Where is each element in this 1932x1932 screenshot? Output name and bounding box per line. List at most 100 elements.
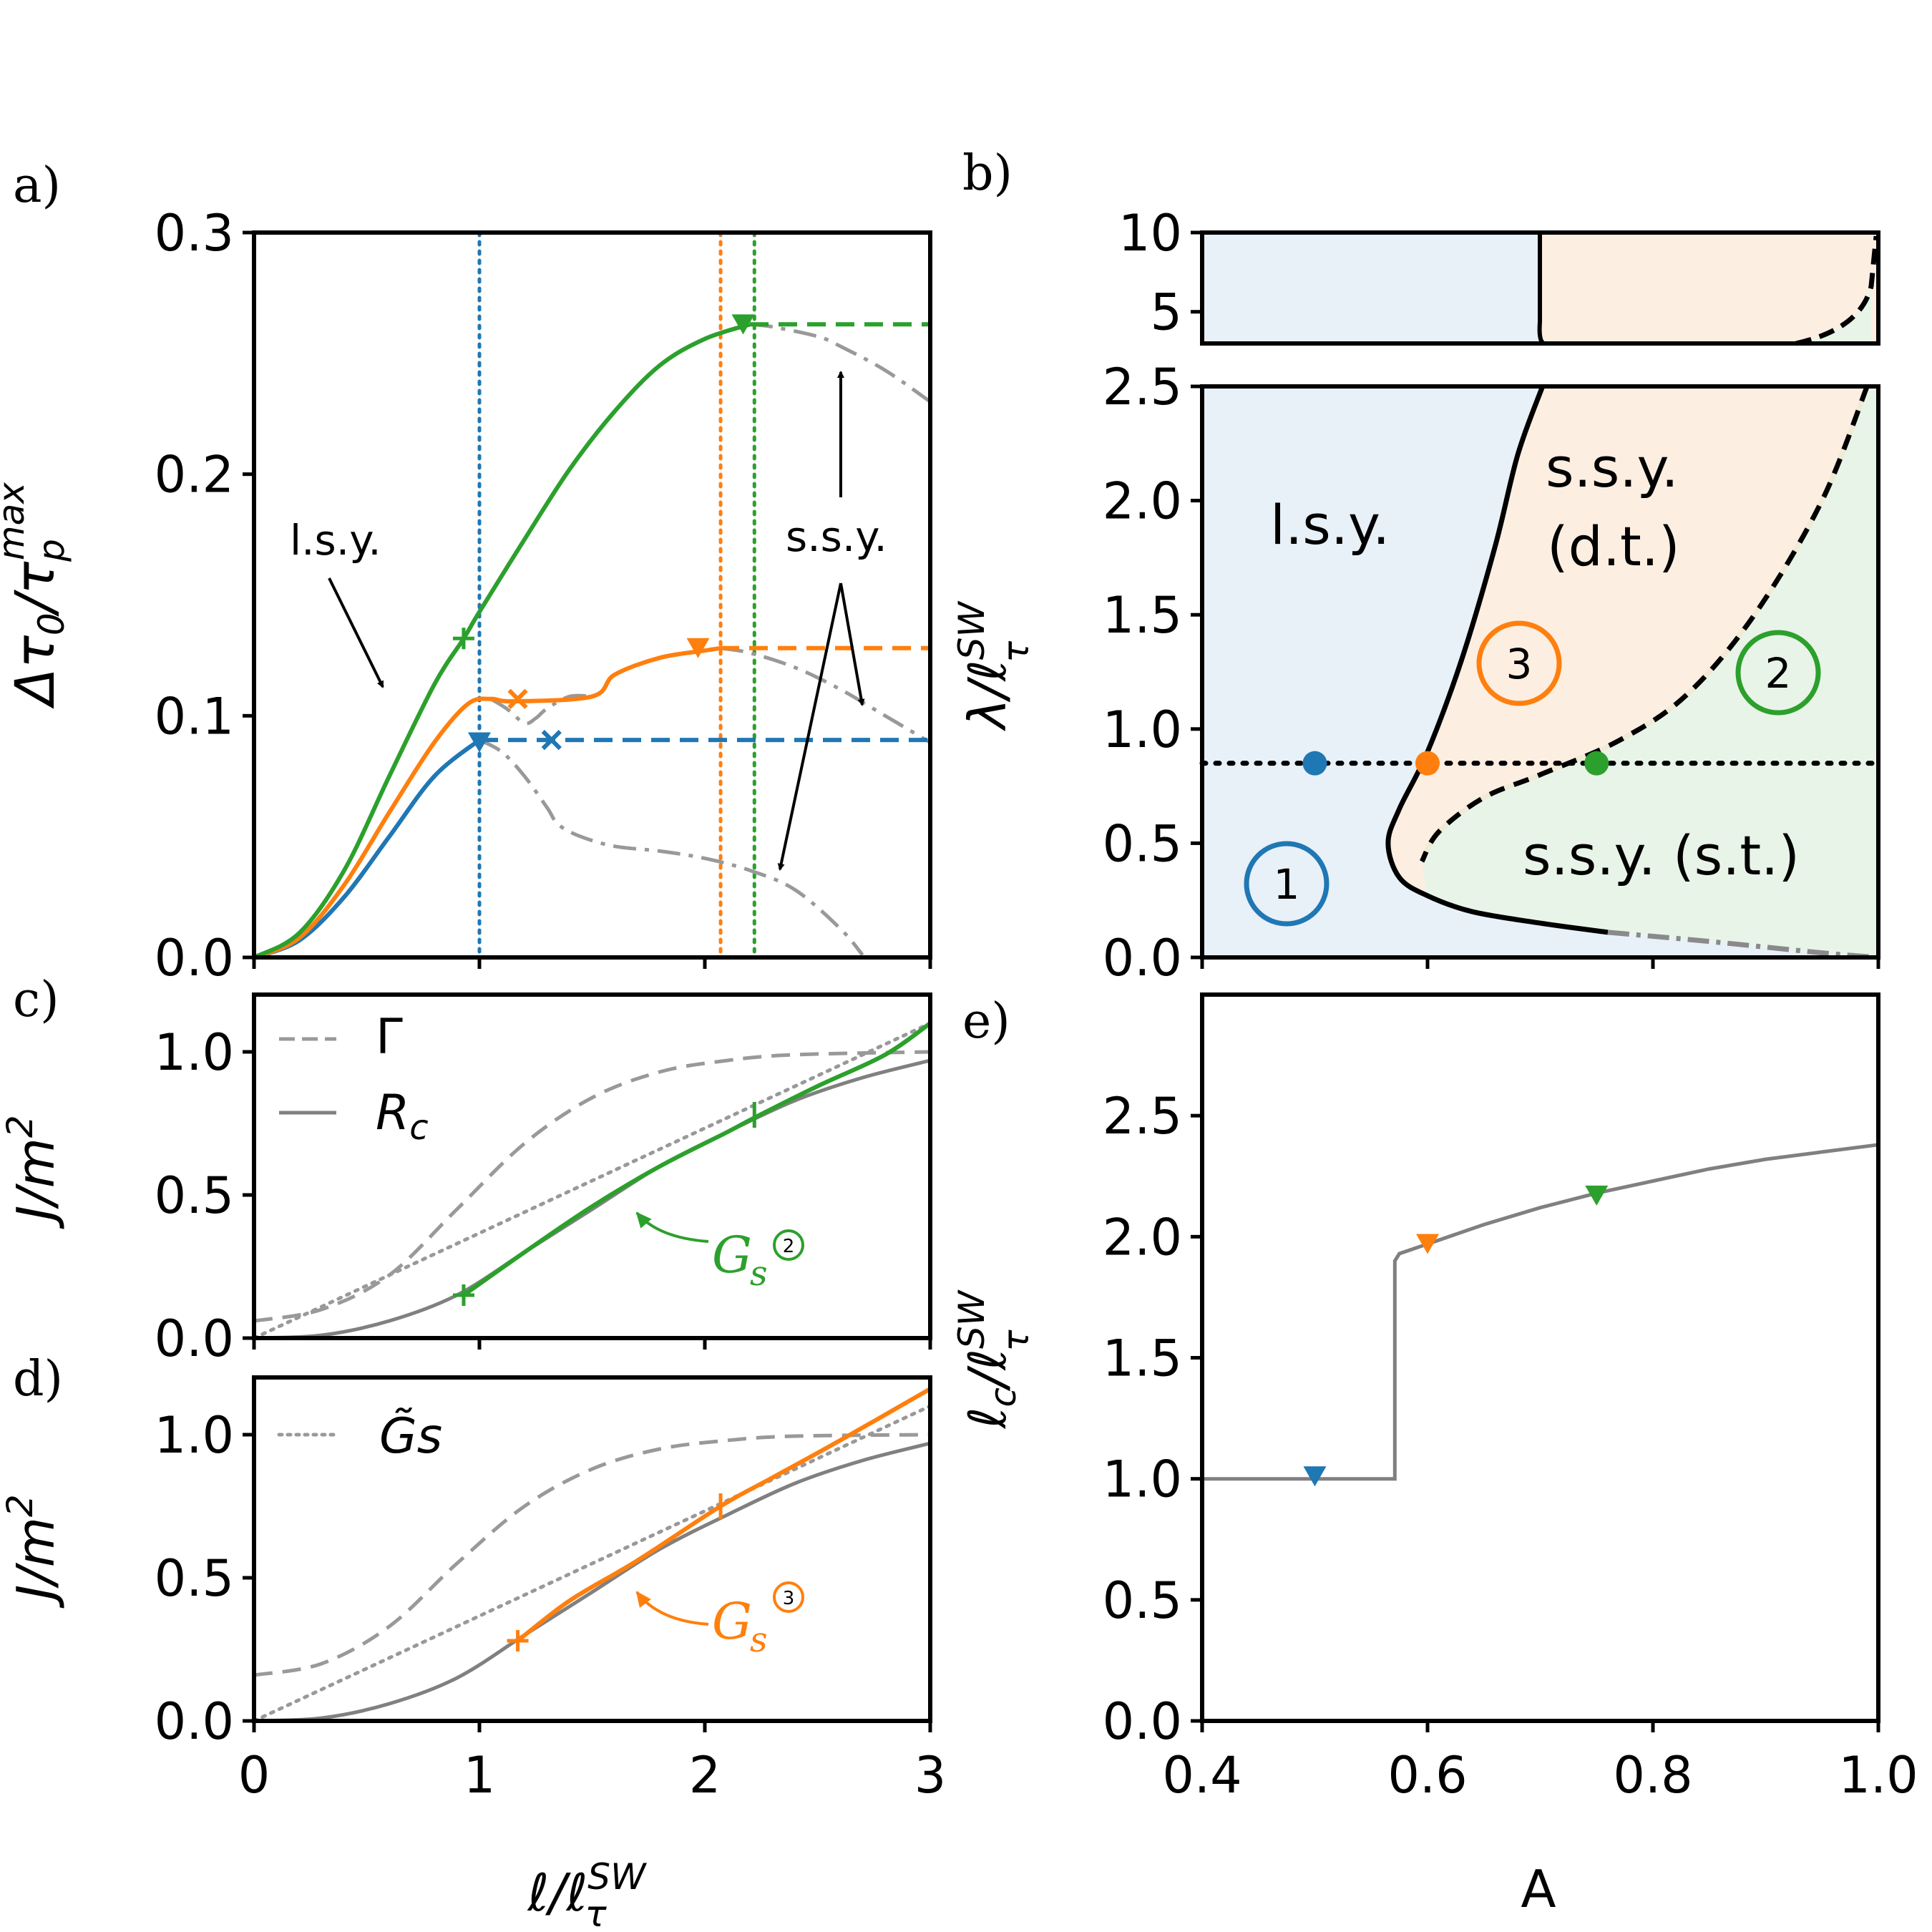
panel-e-frame <box>1200 992 1880 1723</box>
panel-a-ytick-label-3: 0.3 <box>155 204 234 263</box>
panel-a-marker-4 <box>452 628 474 650</box>
panel-b-top-ytick-label-1: 10 <box>1118 204 1182 263</box>
svg-text:G: G <box>712 1226 752 1284</box>
panel-c-series-2 <box>252 1021 932 1340</box>
panel-e-marker-2 <box>1585 1185 1609 1206</box>
panel-label-a: a) <box>13 157 61 214</box>
panel-a-series-2 <box>253 645 721 960</box>
circled-region-2: 2 <box>1735 630 1821 716</box>
svg-text:ℓ/ℓSWτ: ℓ/ℓSW τ <box>527 1856 647 1932</box>
panel-d-series-2 <box>252 1404 932 1723</box>
svg-text:ℓc/ℓSWτ: ℓc/ℓSWτ <box>951 1289 1037 1430</box>
panel-a-marker-1 <box>541 729 562 751</box>
ssy-annotation: s.s.y. <box>786 512 887 561</box>
panel-b: l.s.y. s.s.y. (d.t.) s.s.y. (s.t.) 1 2 3… <box>951 358 1881 987</box>
panel-c-ytick-label-1: 0.5 <box>155 1166 234 1225</box>
panel-b-ytick-label-4: 2.0 <box>1103 472 1182 531</box>
svg-text:3: 3 <box>1506 640 1533 688</box>
panel-e-xtick-label-1: 0.6 <box>1387 1746 1467 1805</box>
panel-e-xtick-label-0: 0.4 <box>1162 1746 1241 1805</box>
svg-text:J/m2: J/m2 <box>0 1115 66 1229</box>
panel-e-marker-1 <box>1416 1234 1439 1254</box>
panel-a-ytick-label-2: 0.2 <box>155 446 234 504</box>
circled-region-3: 3 <box>1476 620 1562 706</box>
panel-c-series-1 <box>253 1058 931 1340</box>
panel-e-series-0 <box>1202 1143 1879 1481</box>
circled-region-1: 1 <box>1244 841 1330 927</box>
region-label-ssy: s.s.y. <box>1546 436 1679 499</box>
boundary-gray <box>1607 930 1879 960</box>
panel-c-series-0 <box>253 1050 931 1323</box>
panel-e-ylabel: ℓc/ℓSWτ <box>951 1289 1037 1430</box>
panel-d-xtick-label-0: 0 <box>238 1746 270 1805</box>
panel-a-series-9 <box>749 322 932 404</box>
gs2-arrow <box>635 1211 709 1243</box>
panel-label-c: c) <box>13 972 59 1028</box>
panel-c-ylabel: J/m2 <box>0 1115 66 1229</box>
panel-c-ytick-label-0: 0.0 <box>155 1309 234 1368</box>
panel-b-ylabel: λ/ℓSWτ <box>951 601 1037 732</box>
panel-c-marker-0 <box>452 1284 474 1306</box>
panel-label-e: e) <box>962 993 1010 1050</box>
svg-text:2: 2 <box>1765 649 1792 698</box>
panel-b-point-orange <box>1415 751 1440 776</box>
panel-b-point-green <box>1584 751 1609 776</box>
panel-c: 0.0 0.5 1.0 Γ Rc G s 2 J/m2 <box>0 992 932 1368</box>
panel-c-ytick-label-2: 1.0 <box>155 1023 234 1082</box>
svg-text:2: 2 <box>783 1236 795 1257</box>
panel-b-ytick-label-3: 1.5 <box>1103 586 1182 645</box>
panel-b-frame <box>1200 384 1880 960</box>
panel-a-ytick-label-1: 0.1 <box>155 687 234 746</box>
panel-e-ytick-label-2: 1.0 <box>1103 1450 1182 1509</box>
region-3-top <box>1538 233 1878 343</box>
panel-a-ylabel: Δτ0/τpmax <box>0 482 72 709</box>
panel-a-series-4 <box>253 322 751 960</box>
svg-text:s: s <box>750 1254 768 1294</box>
panel-a-marker-5 <box>731 314 755 335</box>
panel-b-ytick-label-5: 2.5 <box>1103 358 1182 416</box>
panel-a: 0.0 0.1 0.2 0.3 l.s.y. s.s.y. Δτ0/τpmax <box>0 204 932 987</box>
panel-a-series-6 <box>478 738 864 957</box>
region-label-dt: (d.t.) <box>1547 514 1680 578</box>
panel-b-ytick-label-0: 0.0 <box>1103 929 1182 987</box>
region-label-st: s.s.y. (s.t.) <box>1523 824 1800 887</box>
panel-d-ytick-label-0: 0.0 <box>155 1692 234 1751</box>
svg-text:J/m2: J/m2 <box>0 1494 66 1608</box>
panel-d-ytick-label-2: 1.0 <box>155 1406 234 1465</box>
gs3-arrow <box>635 1591 709 1626</box>
svg-text:λ/ℓSWτ: λ/ℓSWτ <box>951 601 1037 732</box>
svg-text:G̃s: G̃s <box>379 1408 442 1465</box>
panel-a-marker-3 <box>686 638 710 658</box>
panel-b-point-blue <box>1302 751 1327 776</box>
boundary-solid <box>1385 385 1609 935</box>
panel-b-top-ytick-label-0: 5 <box>1150 283 1182 342</box>
panel-d-series-1 <box>253 1441 931 1723</box>
region-3 <box>1387 386 1868 896</box>
panel-d-ylabel: J/m2 <box>0 1494 66 1608</box>
svg-text:Rc: Rc <box>376 1085 429 1148</box>
panel-e-marker-0 <box>1303 1466 1327 1487</box>
panel-e-ytick-label-1: 0.5 <box>1103 1571 1182 1630</box>
svg-text:G: G <box>712 1592 752 1651</box>
svg-text:3: 3 <box>783 1588 795 1609</box>
legend-gamma: Γ <box>279 1009 403 1065</box>
panel-d-frame <box>252 1375 932 1723</box>
panel-b-top-frame <box>1200 230 1880 346</box>
svg-text:s: s <box>750 1620 768 1660</box>
region-label-lsy: l.s.y. <box>1270 493 1390 557</box>
legend-rc: Rc <box>279 1085 429 1148</box>
panel-d-series-0 <box>253 1433 931 1677</box>
panel-e-ytick-label-3: 1.5 <box>1103 1330 1182 1388</box>
panel-a-marker-0 <box>468 732 491 753</box>
panel-e-xtick-label-3: 1.0 <box>1838 1746 1918 1805</box>
panel-e: 0.0 0.5 1.0 1.5 2.0 2.5 0.4 0.6 0.8 1.0 ℓc/ℓSWτ A <box>951 992 1918 1919</box>
svg-text:1: 1 <box>1274 860 1300 909</box>
lsy-annotation: l.s.y. <box>290 516 381 565</box>
panel-d-marker-0 <box>507 1630 529 1652</box>
legend-gs-tilde: G̃s <box>277 1408 442 1465</box>
panel-d-xtick-label-1: 1 <box>464 1746 496 1805</box>
ssy-arrow-mid <box>839 582 865 706</box>
panel-c-series-3 <box>462 1021 932 1297</box>
svg-text:Δτ0/τpmax: Δτ0/τpmax <box>0 482 72 709</box>
panel-d-xlabel: ℓ/ℓSW τ <box>527 1856 647 1932</box>
